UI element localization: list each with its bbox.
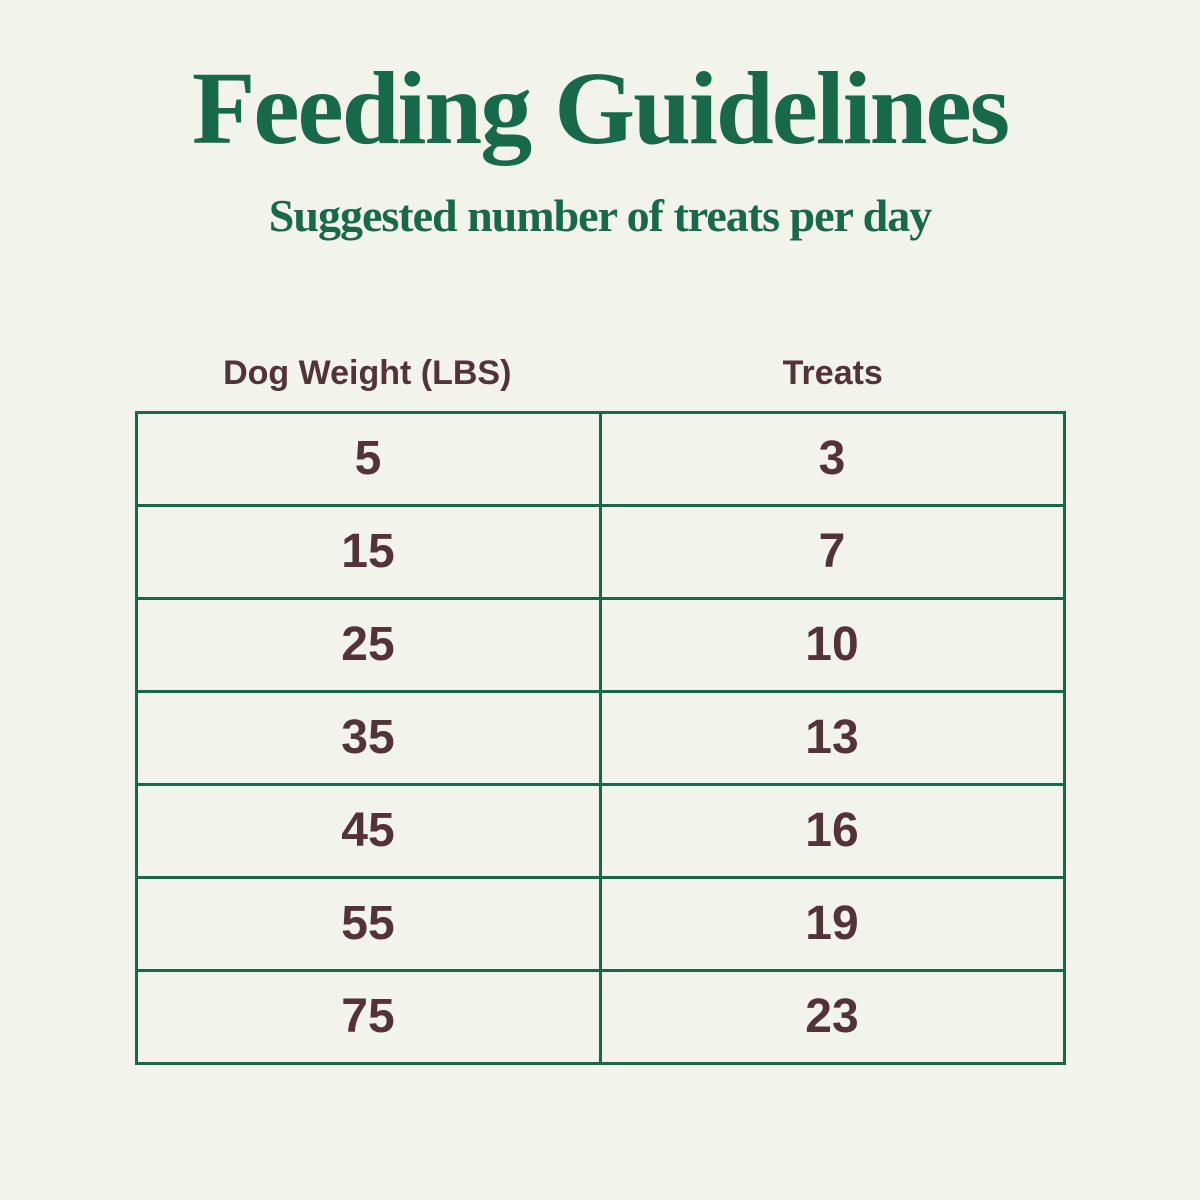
treats-cell: 13 bbox=[598, 689, 1066, 786]
weight-cell: 5 bbox=[134, 410, 602, 507]
page-title: Feeding Guidelines bbox=[191, 51, 1010, 166]
table-row: 15 7 bbox=[134, 503, 1066, 600]
table-row: 5 3 bbox=[134, 410, 1066, 507]
weight-cell: 25 bbox=[134, 596, 602, 693]
feeding-table: 5 3 15 7 25 10 35 13 45 16 55 19 bbox=[134, 410, 1066, 1065]
weight-cell: 45 bbox=[134, 782, 602, 879]
page-subtitle: Suggested number of treats per day bbox=[268, 190, 932, 242]
table-row: 45 16 bbox=[134, 782, 1066, 879]
weight-cell: 35 bbox=[134, 689, 602, 786]
table-row: 55 19 bbox=[134, 875, 1066, 972]
treats-cell: 3 bbox=[598, 410, 1066, 507]
treats-cell: 10 bbox=[598, 596, 1066, 693]
treats-cell: 7 bbox=[598, 503, 1066, 600]
column-header-treats: Treats bbox=[782, 353, 883, 392]
treats-cell: 16 bbox=[598, 782, 1066, 879]
treats-cell: 19 bbox=[598, 875, 1066, 972]
weight-cell: 75 bbox=[134, 968, 602, 1065]
table-column-headers: Dog Weight (LBS) Treats bbox=[135, 354, 1066, 393]
table-row: 35 13 bbox=[134, 689, 1066, 786]
treats-cell: 23 bbox=[598, 968, 1066, 1065]
table-row: 75 23 bbox=[134, 968, 1066, 1065]
table-row: 25 10 bbox=[134, 596, 1066, 693]
weight-cell: 15 bbox=[134, 503, 602, 600]
column-header-dog-weight: Dog Weight (LBS) bbox=[223, 353, 512, 392]
weight-cell: 55 bbox=[134, 875, 602, 972]
